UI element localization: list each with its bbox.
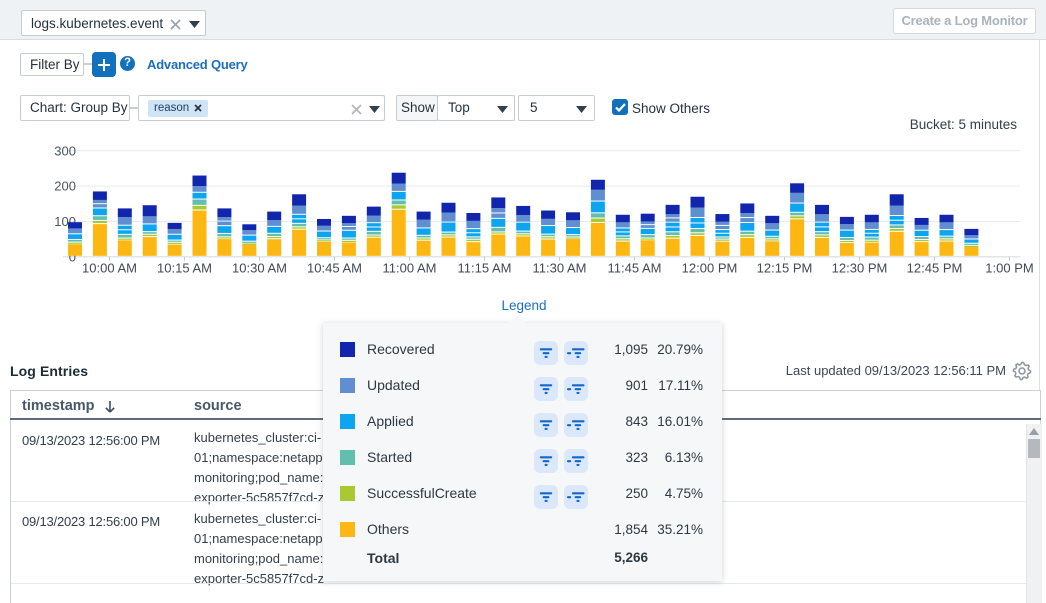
svg-text:12:45 PM: 12:45 PM — [907, 261, 963, 276]
svg-text:11:15 AM: 11:15 AM — [458, 261, 512, 276]
svg-text:200: 200 — [54, 179, 76, 194]
svg-text:10:45 AM: 10:45 AM — [307, 261, 362, 276]
svg-text:300: 300 — [54, 143, 76, 158]
svg-text:12:00 PM: 12:00 PM — [682, 261, 738, 276]
svg-text:1:00 PM: 1:00 PM — [985, 261, 1033, 276]
svg-text:11:00 AM: 11:00 AM — [383, 261, 437, 276]
svg-text:10:15 AM: 10:15 AM — [157, 261, 212, 276]
svg-text:11:45 AM: 11:45 AM — [608, 261, 662, 276]
svg-text:10:00 AM: 10:00 AM — [82, 261, 137, 276]
svg-text:11:30 AM: 11:30 AM — [533, 261, 587, 276]
svg-text:12:15 PM: 12:15 PM — [757, 261, 813, 276]
svg-text:10:30 AM: 10:30 AM — [232, 261, 287, 276]
svg-text:12:30 PM: 12:30 PM — [832, 261, 888, 276]
svg-text:0: 0 — [69, 249, 76, 264]
